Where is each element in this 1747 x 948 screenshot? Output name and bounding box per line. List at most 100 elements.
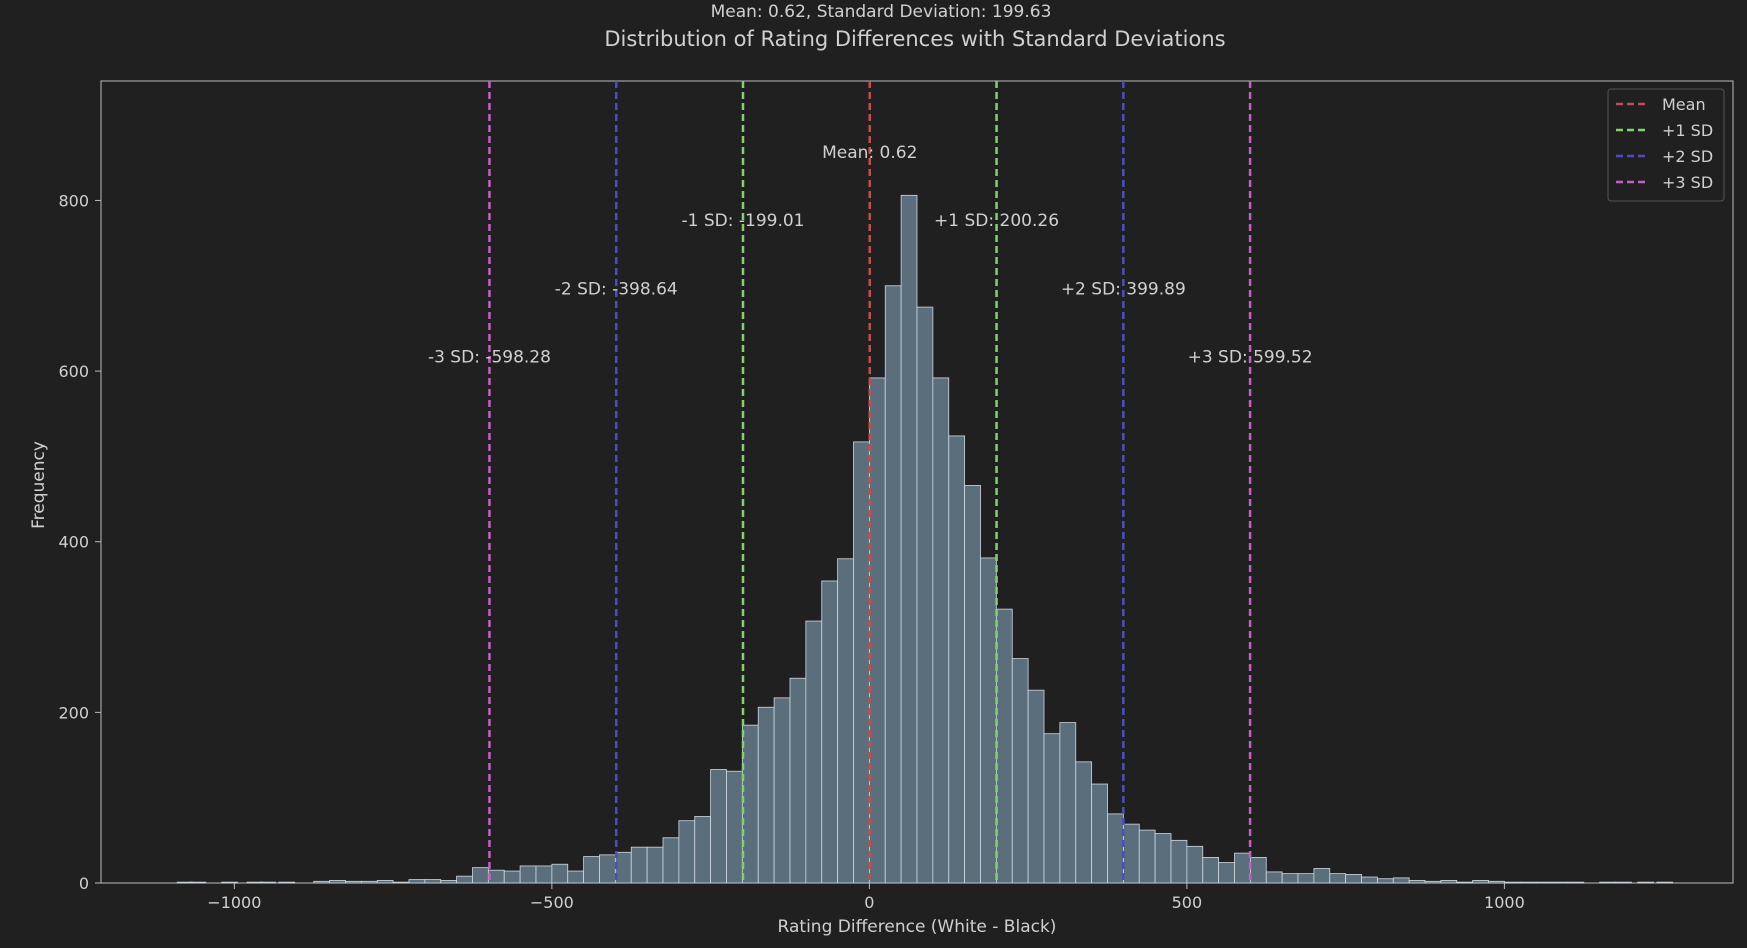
histogram-bar [424, 879, 442, 884]
histogram-bar [408, 879, 426, 884]
histogram-bar [1281, 873, 1299, 884]
histogram-bar [1551, 881, 1569, 884]
x-tick-label: −500 [530, 893, 574, 912]
histogram-bar [583, 856, 600, 884]
histogram-bar [741, 724, 759, 884]
x-tick-label: −1000 [207, 893, 261, 912]
histogram-bar [221, 881, 238, 884]
histogram-bar [1170, 839, 1188, 884]
histogram-bar [259, 881, 277, 884]
sd-line-labels: Mean: 0.62 -1 SD: -199.01 +1 SD: 200.26 -2 … [428, 143, 1313, 368]
histogram-bar [1535, 881, 1553, 884]
histogram-bar [1345, 874, 1362, 884]
y-tick-label: 600 [58, 362, 89, 381]
x-axis-label: Rating Difference (White - Black) [778, 917, 1057, 937]
legend-label: +1 SD [1662, 121, 1713, 140]
legend: Mean +1 SD +2 SD +3 SD [1607, 88, 1725, 202]
histogram-bar [535, 865, 553, 884]
histogram-bar [1075, 761, 1093, 884]
sd-line-label: -1 SD: -199.01 [682, 211, 805, 231]
histogram-bar [1043, 733, 1061, 884]
histogram-bar [1027, 689, 1045, 884]
sd-lines [488, 81, 1252, 883]
histogram-bar [1154, 833, 1172, 884]
histogram-bar [519, 865, 537, 884]
x-tick-label: 1000 [1484, 893, 1525, 912]
sd-line-label: -3 SD: -598.28 [428, 348, 551, 368]
histogram-bar [710, 769, 727, 884]
legend-label: +2 SD [1662, 147, 1713, 166]
histogram-bar [757, 706, 775, 884]
histogram-bar [1138, 829, 1156, 884]
histogram-bar [964, 485, 981, 884]
histogram-bar [694, 816, 712, 884]
y-tick-label: 200 [58, 703, 89, 722]
histogram-bar [1599, 881, 1616, 884]
y-tick-label: 800 [58, 191, 89, 210]
histogram-bar [1265, 871, 1283, 884]
histogram-bar [1376, 878, 1394, 884]
histogram-bar [503, 870, 521, 884]
histogram-bar [821, 580, 839, 884]
sd-line-label: +3 SD: 599.52 [1188, 348, 1313, 368]
histogram-bar [789, 677, 807, 884]
histogram-bar [1392, 877, 1410, 884]
x-axis: −1000 −500 0 500 1000 [207, 883, 1525, 912]
histogram-bar [551, 863, 569, 884]
histogram-bar [376, 880, 394, 884]
histogram-bar [360, 880, 378, 884]
chart-title: Distribution of Rating Differences with … [604, 27, 1225, 51]
histogram-bar [440, 880, 458, 884]
sd-line-label: -2 SD: -398.64 [555, 279, 678, 299]
histogram-bar [1440, 880, 1458, 884]
histogram-bar [1408, 880, 1426, 884]
histogram-bar [278, 881, 296, 884]
histogram-bar [980, 557, 997, 884]
histogram-bar [868, 377, 886, 884]
histogram-bar [599, 854, 616, 884]
y-axis-label: Frequency [29, 441, 49, 529]
histogram-bar [1361, 876, 1378, 884]
histogram-bar [1011, 658, 1029, 884]
sd-line-label: Mean: 0.62 [822, 143, 917, 163]
y-tick-label: 400 [58, 533, 89, 552]
histogram-bar [1297, 873, 1315, 884]
histogram-bar [487, 869, 505, 884]
histogram-bar [1615, 881, 1632, 884]
histogram-bar [1329, 873, 1347, 884]
histogram-bar [932, 377, 950, 884]
y-axis: 0 200 400 600 800 [58, 191, 101, 893]
legend-box [1607, 88, 1725, 202]
histogram-bar [1186, 845, 1204, 884]
histogram-bar [884, 285, 902, 884]
histogram-bar [1234, 852, 1251, 884]
histogram-bar [329, 880, 346, 884]
histogram-bar [345, 880, 362, 884]
histogram-bar [678, 820, 696, 884]
x-tick-label: 500 [1172, 893, 1203, 912]
histogram-bar [1313, 868, 1331, 884]
histogram-bar [392, 881, 410, 884]
histogram-bar [1091, 783, 1108, 884]
histogram-bar [1637, 881, 1655, 884]
histogram-bar [1059, 722, 1077, 884]
sd-line-label: +1 SD: 200.26 [934, 211, 1059, 231]
histogram-bar [773, 697, 791, 884]
histogram-bar [567, 870, 585, 884]
histogram-bar [646, 846, 664, 884]
histogram-bar [837, 558, 854, 884]
legend-label: +3 SD [1662, 173, 1713, 192]
histogram-bar [456, 875, 473, 884]
histogram-bar [948, 435, 966, 884]
histogram-bar [1424, 880, 1442, 884]
histogram-bar [1122, 823, 1140, 884]
histogram-bar [1249, 857, 1267, 884]
histogram-bar [189, 881, 207, 884]
histogram-bar [1488, 880, 1505, 884]
histogram-bar [726, 770, 743, 884]
legend-label: Mean [1662, 95, 1706, 114]
histogram-bar [853, 441, 870, 884]
histogram-bar [313, 880, 331, 884]
histogram-bar [1107, 813, 1124, 884]
histogram-bar [472, 867, 489, 884]
